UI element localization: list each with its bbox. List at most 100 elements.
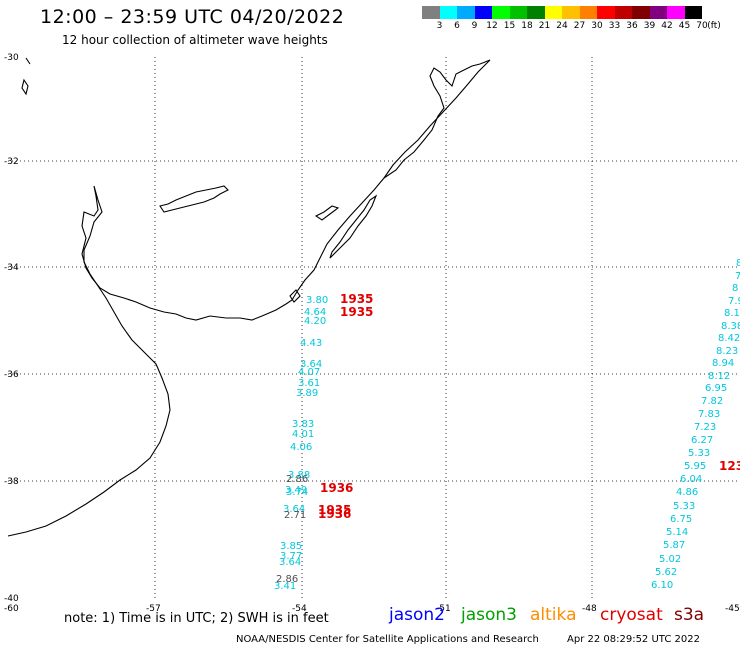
scale-label: 30 xyxy=(591,21,603,31)
scale-swatch xyxy=(684,6,702,19)
page-subtitle: 12 hour collection of altimeter wave hei… xyxy=(62,33,328,47)
wave-height-label: 7.23 xyxy=(694,422,716,433)
wave-height-label: 8.1 xyxy=(724,308,740,319)
wave-height-label: 6.04 xyxy=(680,474,702,485)
center-track: 3.804.644.204.433.644.073.613.893.834.01… xyxy=(274,295,328,592)
scale-label: 21 xyxy=(538,21,551,31)
time-label: 1935 xyxy=(340,292,373,306)
sat-s3a: s3a xyxy=(674,605,705,625)
scale-swatch xyxy=(492,6,510,19)
wave-height-label: 8 xyxy=(736,258,740,269)
scale-swatch xyxy=(422,6,440,19)
scale-swatch xyxy=(474,6,492,19)
scale-swatch xyxy=(509,6,527,19)
time-label: 1936 xyxy=(320,481,353,495)
scale-label: 45 xyxy=(678,21,691,31)
sat-jason2: jason2 xyxy=(389,605,445,625)
lat-gridlines xyxy=(8,160,740,482)
wave-height-label: 4.64 xyxy=(304,307,326,318)
scale-label: 33 xyxy=(608,21,621,31)
time-label: 1936 xyxy=(318,507,351,521)
sat-cryosat: cryosat xyxy=(600,605,663,625)
scale-label: 27 xyxy=(573,21,586,31)
scale-swatch xyxy=(614,6,632,19)
scale-swatch xyxy=(632,6,650,19)
lon-label: -48 xyxy=(582,604,597,614)
wave-height-scale: 3 6 9 12 15 18 21 24 27 30 33 36 39 42 45 70 (ft) xyxy=(422,6,721,33)
wave-height-label: 4.07 xyxy=(298,367,320,378)
lon-label: -54 xyxy=(292,604,307,614)
lat-label: -34 xyxy=(4,263,19,273)
scale-swatch xyxy=(667,6,685,19)
wave-height-label: 4.01 xyxy=(292,429,314,440)
scale-swatch xyxy=(527,6,545,19)
scale-label: 42 xyxy=(661,21,673,31)
lon-axis-labels: -60 -57 -54 -51 -48 -45 xyxy=(4,604,740,614)
lat-label: -40 xyxy=(4,594,19,604)
lon-label: -57 xyxy=(146,604,161,614)
lat-label: -36 xyxy=(4,370,19,380)
scale-label: 18 xyxy=(521,21,533,31)
wave-height-label: 4.20 xyxy=(304,316,326,327)
scale-color-bar xyxy=(422,6,702,19)
wave-height-label: 3.64 xyxy=(283,504,305,515)
wave-height-label: 7.9 xyxy=(728,296,740,307)
scale-label: 6 xyxy=(454,21,460,31)
page-title: 12:00 – 23:59 UTC 04/20/2022 xyxy=(40,6,345,28)
time-label: 123 xyxy=(719,459,740,473)
wave-height-label: 4.06 xyxy=(290,442,312,453)
wave-height-label: 3.74 xyxy=(286,487,308,498)
scale-swatch xyxy=(597,6,615,19)
wave-height-label: 3.41 xyxy=(274,581,296,592)
wave-height-label: 5.33 xyxy=(673,501,695,512)
wave-height-label: 3.85 xyxy=(280,541,302,552)
scale-label: 3 xyxy=(436,21,443,31)
time-label: 1935 xyxy=(340,305,373,319)
wave-height-label: 4.43 xyxy=(300,338,322,349)
scale-label: 15 xyxy=(503,21,516,31)
scale-swatch xyxy=(544,6,562,19)
lon-label: -51 xyxy=(436,604,451,614)
wave-height-label: 5.87 xyxy=(663,540,685,551)
credit-text: NOAA/NESDIS Center for Satellite Applica… xyxy=(236,634,539,645)
wave-height-label: 3.77 xyxy=(280,551,302,562)
wave-height-label: 6.95 xyxy=(705,383,727,394)
wave-height-label: 8.42 xyxy=(718,333,740,344)
wave-height-label: 6.75 xyxy=(670,514,692,525)
notes-text: note: 1) Time is in UTC; 2) SWH is in fe… xyxy=(64,611,329,626)
scale-labels: 3 6 9 12 15 18 21 24 27 30 33 36 39 42 45 70 (ft) xyxy=(422,19,721,33)
scale-swatch xyxy=(579,6,597,19)
wave-height-label: 2.71 xyxy=(284,510,306,521)
wave-height-label: 5.95 xyxy=(684,461,706,472)
wave-height-label: 8 xyxy=(732,283,738,294)
wave-height-label: 3.64 xyxy=(279,557,301,568)
time-label: 1935 xyxy=(318,503,351,517)
wave-height-label: 5.02 xyxy=(659,554,681,565)
wave-height-label: 8.12 xyxy=(708,371,730,382)
wave-height-label: 3.80 xyxy=(306,295,328,306)
wave-height-label: 6.10 xyxy=(651,580,673,591)
wave-height-label: 5.14 xyxy=(666,527,688,538)
coastline xyxy=(7,57,491,537)
scale-label: 12 xyxy=(486,21,498,31)
east-track: 8787.98.18.388.428.238.948.126.957.827.8… xyxy=(651,258,740,591)
wave-height-label: 8.38 xyxy=(721,321,740,332)
scale-label: 70 xyxy=(696,21,708,31)
sat-altika: altika xyxy=(530,605,577,625)
wave-height-label: 3.88 xyxy=(288,470,310,481)
wave-height-label: 7.83 xyxy=(698,409,720,420)
scale-label: 24 xyxy=(556,21,568,31)
wave-height-label: 7 xyxy=(735,271,740,282)
scale-swatch xyxy=(439,6,457,19)
lat-label: -38 xyxy=(4,477,19,487)
wave-height-label: 2.86 xyxy=(276,574,298,585)
wave-height-label: 2.86 xyxy=(286,474,308,485)
lon-gridlines xyxy=(154,57,593,598)
timestamp-text: Apr 22 08:29:52 UTC 2022 xyxy=(567,634,700,645)
lon-label: -60 xyxy=(4,604,19,614)
wave-height-label: 5.33 xyxy=(688,448,710,459)
scale-swatch xyxy=(457,6,475,19)
wave-height-label: 3.89 xyxy=(296,388,318,399)
